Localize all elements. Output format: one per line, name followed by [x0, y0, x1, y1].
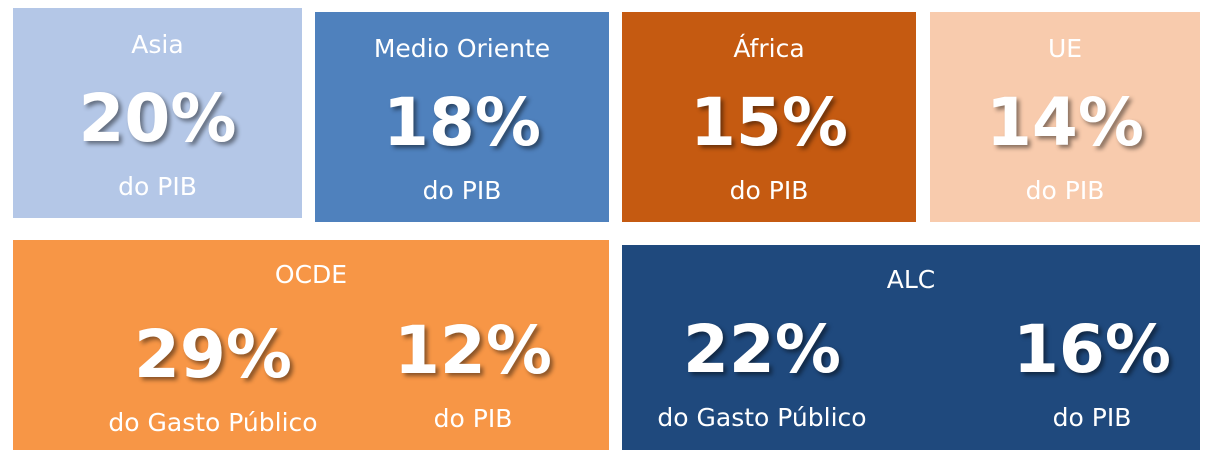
stat: 18% do PIB [315, 84, 609, 206]
tile-title: OCDE [274, 260, 348, 289]
stat: 16% do PIB [992, 311, 1192, 433]
stat-value: 14% [986, 84, 1144, 161]
stat-value: 15% [690, 84, 848, 161]
stat-label: do PIB [433, 404, 513, 433]
stat-value: 16% [1013, 311, 1171, 388]
stat-label: do PIB [118, 172, 197, 201]
tile: OCDE 29% do Gasto Público 12% do PIB [13, 240, 609, 450]
stat-label: do Gasto Público [657, 403, 867, 432]
stat-value: 20% [78, 80, 237, 157]
tile-title: UE [1047, 34, 1083, 63]
stat-label: do PIB [422, 176, 502, 205]
stat: 22% do Gasto Público [632, 311, 892, 433]
tile-title: ALC [886, 265, 936, 294]
stat: 14% do PIB [930, 84, 1200, 206]
tile-title: África [733, 34, 805, 63]
stat: 12% do PIB [373, 312, 573, 434]
tile: Medio Oriente 18% do PIB [315, 12, 609, 222]
stat-value: 12% [394, 312, 552, 389]
stat-value: 22% [683, 311, 841, 388]
stat-label: do PIB [729, 176, 809, 205]
stat-value: 18% [383, 84, 541, 161]
tile: África 15% do PIB [622, 12, 916, 222]
stat: 29% do Gasto Público [83, 316, 343, 438]
tile-title: Medio Oriente [373, 34, 551, 63]
stat-label: do PIB [1052, 403, 1132, 432]
tile-title: Asia [131, 30, 184, 59]
tile: ALC 22% do Gasto Público 16% do PIB [622, 245, 1200, 450]
tile: Asia 20% do PIB [13, 8, 302, 218]
stat: 20% do PIB [13, 80, 302, 202]
stat-value: 29% [134, 316, 292, 393]
stat-label: do Gasto Público [108, 408, 318, 437]
tile: UE 14% do PIB [930, 12, 1200, 222]
stat: 15% do PIB [622, 84, 916, 206]
stat-label: do PIB [1025, 176, 1105, 205]
